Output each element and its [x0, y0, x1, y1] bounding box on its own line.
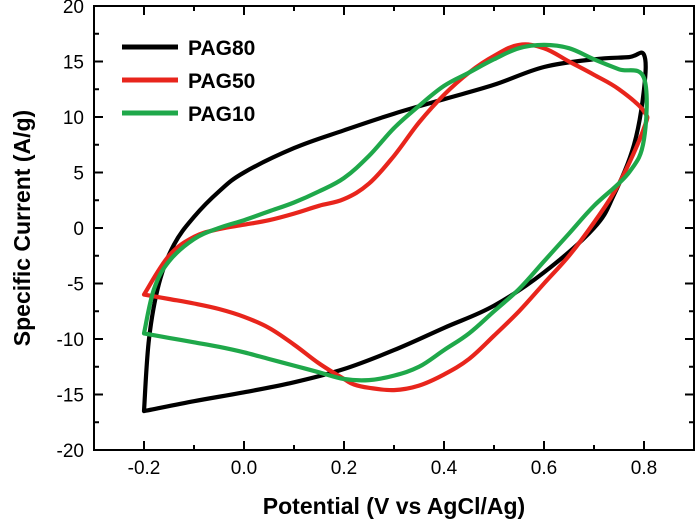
legend-label-pag80: PAG80	[188, 37, 255, 60]
x-tick-label: 0.8	[631, 458, 657, 479]
series-curve-pag80	[141, 50, 648, 414]
y-tick-label: 10	[63, 108, 84, 129]
series-curve-pag10	[141, 42, 649, 383]
legend-label-pag10: PAG10	[188, 103, 255, 126]
y-axis-title: Specific Current (A/g)	[9, 110, 35, 346]
x-tick-label: 0.4	[431, 458, 458, 479]
legend: PAG80 PAG50 PAG10	[122, 37, 255, 126]
y-tick-label: 0	[73, 219, 84, 240]
curves-layer	[141, 42, 650, 414]
x-tick-labels: -0.2 0.0 0.2 0.4 0.6 0.8	[128, 458, 658, 479]
x-tick-label: -0.2	[128, 458, 161, 479]
x-tick-label: 0.2	[331, 458, 357, 479]
x-axis-title: Potential (V vs AgCl/Ag)	[263, 493, 525, 519]
series-curve-pag50	[141, 42, 650, 393]
y-tick-label: 15	[63, 53, 84, 74]
y-tick-label: -20	[57, 441, 84, 462]
y-tick-label: 5	[73, 164, 84, 185]
x-tick-label: 0.0	[231, 458, 257, 479]
y-tick-label: -15	[57, 386, 84, 407]
y-tick-labels: -20 -15 -10 -5 0 5 10 15 20	[57, 0, 84, 462]
legend-label-pag50: PAG50	[188, 70, 255, 93]
x-tick-label: 0.6	[531, 458, 557, 479]
axis-ticks	[94, 6, 694, 450]
y-tick-label: 20	[63, 0, 84, 18]
y-tick-label: -10	[57, 330, 84, 351]
y-tick-label: -5	[67, 275, 84, 296]
